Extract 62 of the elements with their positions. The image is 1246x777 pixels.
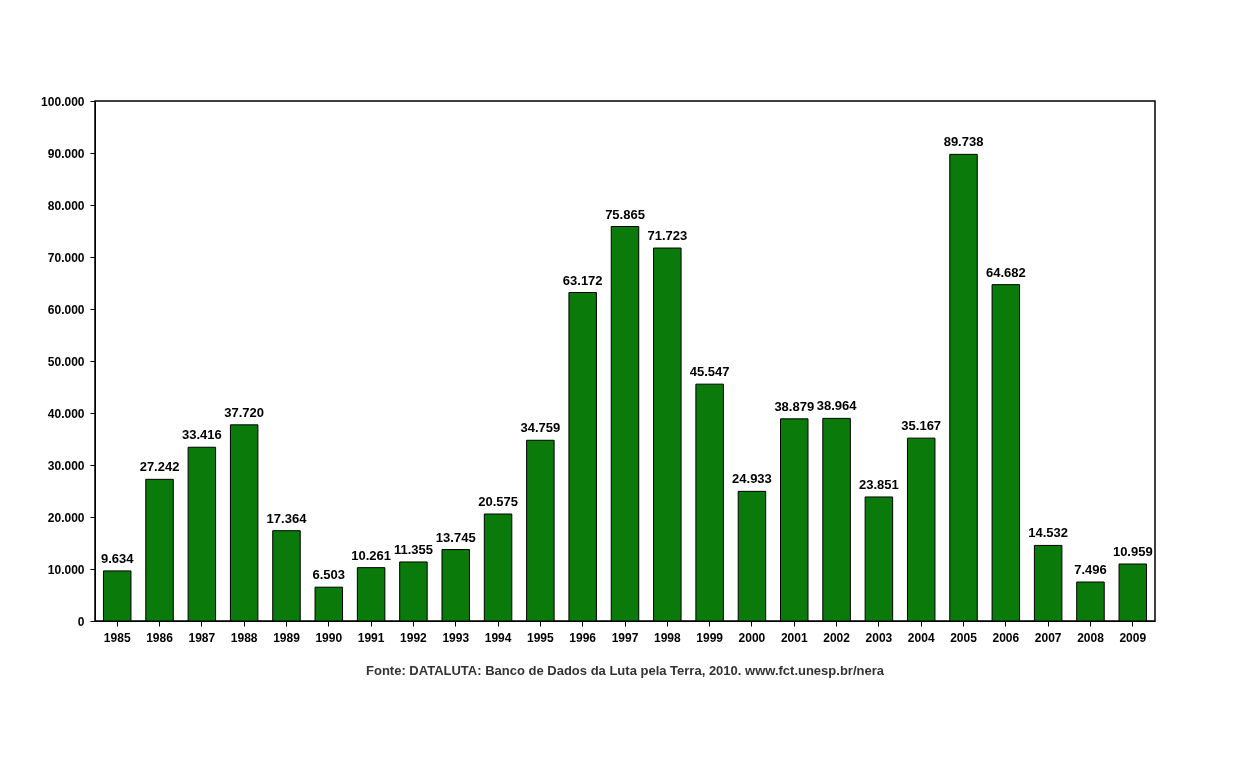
- data-label: 64.682: [985, 264, 1026, 280]
- x-tick-label: 1985: [103, 630, 131, 645]
- data-label: 34.759: [520, 420, 561, 436]
- source-note: Fonte: DATALUTA: Banco de Dados da Luta pela Terra, 2010. www.fct.unesp.br/nera: [366, 663, 885, 678]
- data-label: 6.503: [312, 567, 346, 583]
- x-tick-label: 1999: [696, 630, 724, 645]
- x-tick-label: 2002: [823, 630, 851, 645]
- data-label: 37.720: [224, 404, 265, 420]
- data-label: 20.575: [478, 494, 518, 510]
- y-tick-label: 10.000: [47, 562, 85, 577]
- data-label: 17.364: [266, 510, 308, 526]
- data-label: 23.851: [859, 476, 899, 492]
- x-tick-label: 1992: [400, 630, 428, 645]
- x-tick-label: 1995: [527, 630, 555, 645]
- y-tick-label: 40.000: [47, 406, 85, 421]
- x-tick-label: 1991: [357, 630, 385, 645]
- x-tick-label: 2001: [780, 630, 808, 645]
- x-tick-label: 1987: [188, 630, 216, 645]
- data-label: 24.933: [732, 471, 772, 487]
- x-tick-label: 2007: [1034, 630, 1062, 645]
- data-label: 14.532: [1028, 525, 1069, 541]
- data-label: 38.879: [774, 398, 815, 414]
- y-tick-label: 30.000: [47, 458, 85, 473]
- x-tick-label: 2005: [950, 630, 978, 645]
- y-tick-label: 0: [77, 614, 85, 629]
- y-tick-label: 90.000: [47, 146, 85, 161]
- data-label: 11.355: [393, 541, 433, 557]
- data-label: 9.634: [100, 550, 135, 566]
- x-tick-label: 2009: [1119, 630, 1147, 645]
- data-label: 63.172: [562, 272, 603, 288]
- x-tick-label: 2004: [907, 630, 935, 645]
- x-tick-label: 1996: [569, 630, 597, 645]
- data-label: 71.723: [647, 228, 688, 244]
- data-label: 33.416: [181, 427, 222, 443]
- data-label: 38.964: [816, 398, 858, 414]
- data-label: 10.261: [351, 547, 391, 563]
- x-tick-label: 1988: [230, 630, 258, 645]
- data-label: 13.745: [435, 529, 476, 545]
- data-label: 10.959: [1112, 544, 1153, 560]
- x-tick-label: 2008: [1077, 630, 1105, 645]
- y-tick-label: 80.000: [47, 198, 85, 213]
- x-tick-label: 2006: [992, 630, 1020, 645]
- data-label: 89.738: [943, 134, 984, 150]
- data-label: 75.865: [605, 206, 645, 222]
- y-tick-label: 20.000: [47, 510, 85, 525]
- x-tick-label: 2000: [738, 630, 766, 645]
- y-tick-label: 100.000: [41, 94, 85, 109]
- x-tick-label: 1997: [611, 630, 639, 645]
- data-label: 7.496: [1074, 562, 1107, 578]
- y-tick-label: 60.000: [47, 302, 85, 317]
- x-tick-label: 1990: [315, 630, 343, 645]
- y-tick-label: 50.000: [47, 354, 85, 369]
- x-tick-label: 1994: [484, 630, 512, 645]
- x-tick-label: 1993: [442, 630, 470, 645]
- data-label: 27.242: [139, 459, 180, 475]
- x-tick-label: 1998: [653, 630, 681, 645]
- data-label: 45.547: [689, 364, 730, 380]
- x-tick-label: 1986: [146, 630, 174, 645]
- data-label: 35.167: [901, 418, 942, 434]
- x-tick-label: 2003: [865, 630, 893, 645]
- y-tick-label: 70.000: [47, 250, 85, 265]
- x-tick-label: 1989: [273, 630, 301, 645]
